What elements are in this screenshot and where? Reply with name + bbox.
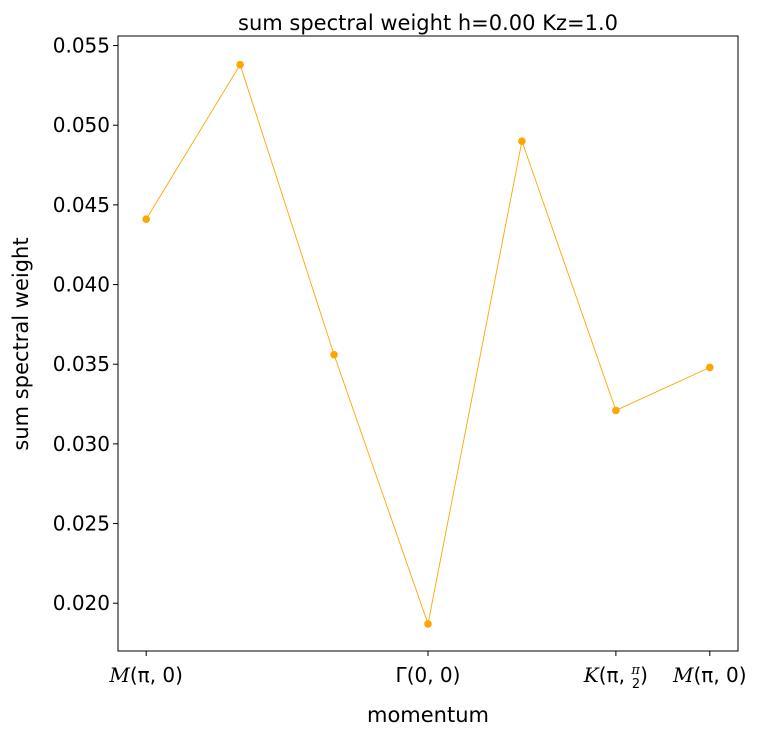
x-tick-label-prefix: Γ bbox=[396, 663, 408, 687]
data-line bbox=[145, 63, 711, 626]
data-point bbox=[706, 363, 714, 372]
chart-title: sum spectral weight h=0.00 Kz=1.0 bbox=[238, 11, 618, 35]
x-tick-label: M(π, 0) bbox=[108, 663, 183, 687]
data-point bbox=[236, 60, 244, 69]
x-axis-title: momentum bbox=[367, 703, 489, 727]
x-tick-label-prefix: K bbox=[583, 663, 600, 687]
x-tick-label-args: (π, 0) bbox=[130, 663, 183, 687]
x-tick-label-prefix: M bbox=[108, 663, 130, 687]
data-point bbox=[612, 406, 620, 415]
x-tick-label: Γ(0, 0) bbox=[396, 663, 461, 687]
data-point bbox=[424, 620, 432, 628]
y-axis: 0.020 0.025 0.030 0.035 0.040 0.045 0.050 0.055 bbox=[53, 34, 118, 615]
y-tick-label: 0.035 bbox=[53, 352, 110, 376]
x-tick-label-frac-den: 2 bbox=[632, 677, 640, 692]
y-tick-label: 0.045 bbox=[53, 193, 110, 217]
x-tick-label-frac-num: π bbox=[630, 663, 640, 678]
x-tick-label-args: (π, bbox=[599, 663, 632, 687]
x-tick-label-close: ) bbox=[640, 663, 648, 687]
data-point bbox=[518, 137, 526, 145]
series-line bbox=[142, 60, 714, 628]
y-tick-label: 0.055 bbox=[53, 34, 110, 58]
y-tick-label: 0.040 bbox=[53, 273, 110, 297]
x-tick-label-args: (0, 0) bbox=[407, 663, 461, 687]
x-tick-label-prefix: M bbox=[672, 663, 694, 687]
x-tick-label: K(π, π 2) bbox=[583, 663, 648, 692]
y-axis-title: sum spectral weight bbox=[9, 237, 33, 450]
y-tick-label: 0.050 bbox=[53, 113, 110, 137]
y-tick-label: 0.020 bbox=[53, 591, 110, 615]
x-tick-label: M(π, 0) bbox=[672, 663, 747, 687]
plot-area-frame bbox=[117, 35, 739, 652]
data-point bbox=[330, 350, 338, 359]
x-tick-label-args: (π, 0) bbox=[694, 663, 747, 687]
y-tick-label: 0.030 bbox=[53, 432, 110, 456]
data-point bbox=[142, 215, 150, 224]
y-tick-label: 0.025 bbox=[53, 512, 110, 536]
x-axis: M(π, 0) Γ(0, 0) K(π, π 2) M(π, 0) bbox=[108, 651, 747, 692]
